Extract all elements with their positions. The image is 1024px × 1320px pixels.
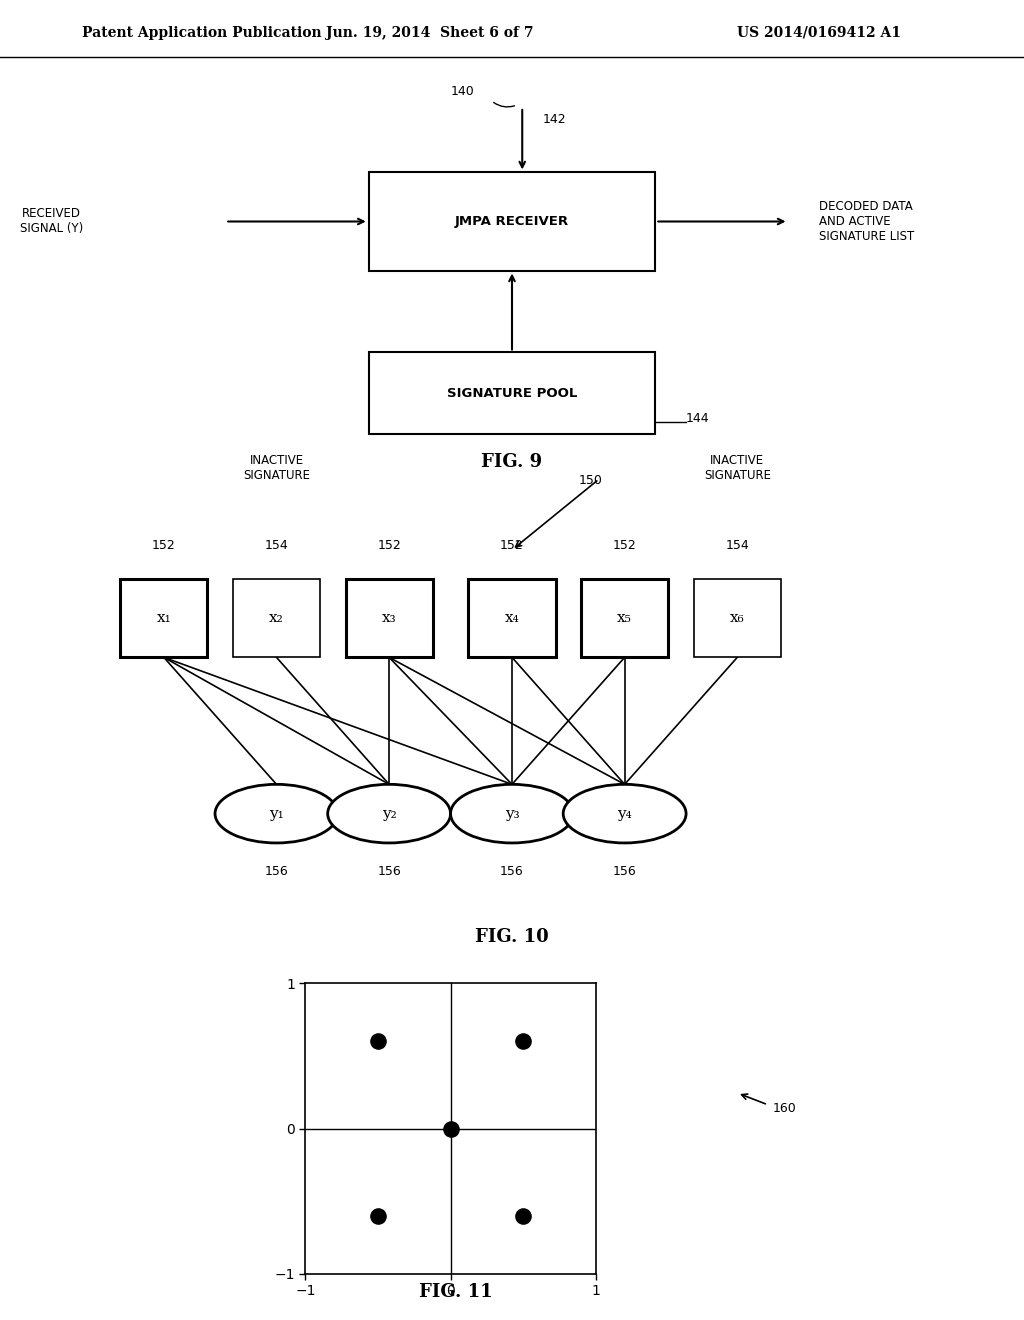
Text: US 2014/0169412 A1: US 2014/0169412 A1: [737, 26, 901, 40]
Text: y₁: y₁: [269, 807, 284, 821]
Text: 144: 144: [686, 412, 710, 425]
Text: 152: 152: [612, 540, 637, 552]
Text: 154: 154: [264, 540, 289, 552]
FancyBboxPatch shape: [694, 579, 780, 657]
Text: y₂: y₂: [382, 807, 396, 821]
FancyBboxPatch shape: [233, 579, 319, 657]
Text: x₅: x₅: [617, 611, 632, 626]
Text: 156: 156: [500, 865, 524, 878]
Text: FIG. 10: FIG. 10: [475, 928, 549, 945]
Text: 156: 156: [377, 865, 401, 878]
Point: [370, 1031, 386, 1052]
Text: RECEIVED
SIGNAL (Y): RECEIVED SIGNAL (Y): [19, 207, 83, 235]
Text: 152: 152: [377, 540, 401, 552]
Point: [370, 1205, 386, 1226]
Point: [515, 1031, 531, 1052]
Text: 152: 152: [500, 540, 524, 552]
Text: DECODED DATA
AND ACTIVE
SIGNATURE LIST: DECODED DATA AND ACTIVE SIGNATURE LIST: [819, 201, 914, 243]
Text: 152: 152: [152, 540, 176, 552]
Text: x₂: x₂: [269, 611, 284, 626]
FancyBboxPatch shape: [582, 579, 668, 657]
Text: INACTIVE
SIGNATURE: INACTIVE SIGNATURE: [703, 454, 771, 482]
Text: JMPA RECEIVER: JMPA RECEIVER: [455, 215, 569, 228]
Text: 156: 156: [612, 865, 637, 878]
FancyBboxPatch shape: [369, 352, 655, 434]
Circle shape: [451, 784, 573, 843]
FancyBboxPatch shape: [346, 579, 433, 657]
Circle shape: [215, 784, 338, 843]
Text: Patent Application Publication: Patent Application Publication: [82, 26, 322, 40]
Text: y₃: y₃: [505, 807, 519, 821]
Point: [515, 1205, 531, 1226]
Text: 154: 154: [725, 540, 750, 552]
Text: 156: 156: [264, 865, 289, 878]
Text: 160: 160: [773, 1102, 797, 1115]
Text: 150: 150: [579, 474, 602, 487]
Point: [442, 1118, 459, 1139]
Circle shape: [328, 784, 451, 843]
FancyBboxPatch shape: [469, 579, 555, 657]
Text: Jun. 19, 2014  Sheet 6 of 7: Jun. 19, 2014 Sheet 6 of 7: [327, 26, 534, 40]
Text: x₃: x₃: [382, 611, 396, 626]
Text: x₆: x₆: [730, 611, 744, 626]
Circle shape: [563, 784, 686, 843]
Text: y₄: y₄: [617, 807, 632, 821]
Text: INACTIVE
SIGNATURE: INACTIVE SIGNATURE: [243, 454, 310, 482]
Text: FIG. 9: FIG. 9: [481, 453, 543, 471]
Text: 140: 140: [451, 84, 474, 98]
FancyBboxPatch shape: [121, 579, 207, 657]
Text: x₁: x₁: [157, 611, 171, 626]
Text: x₄: x₄: [505, 611, 519, 626]
Text: 142: 142: [543, 114, 566, 127]
Text: SIGNATURE POOL: SIGNATURE POOL: [446, 387, 578, 400]
FancyBboxPatch shape: [369, 173, 655, 271]
Text: FIG. 11: FIG. 11: [419, 1283, 493, 1302]
